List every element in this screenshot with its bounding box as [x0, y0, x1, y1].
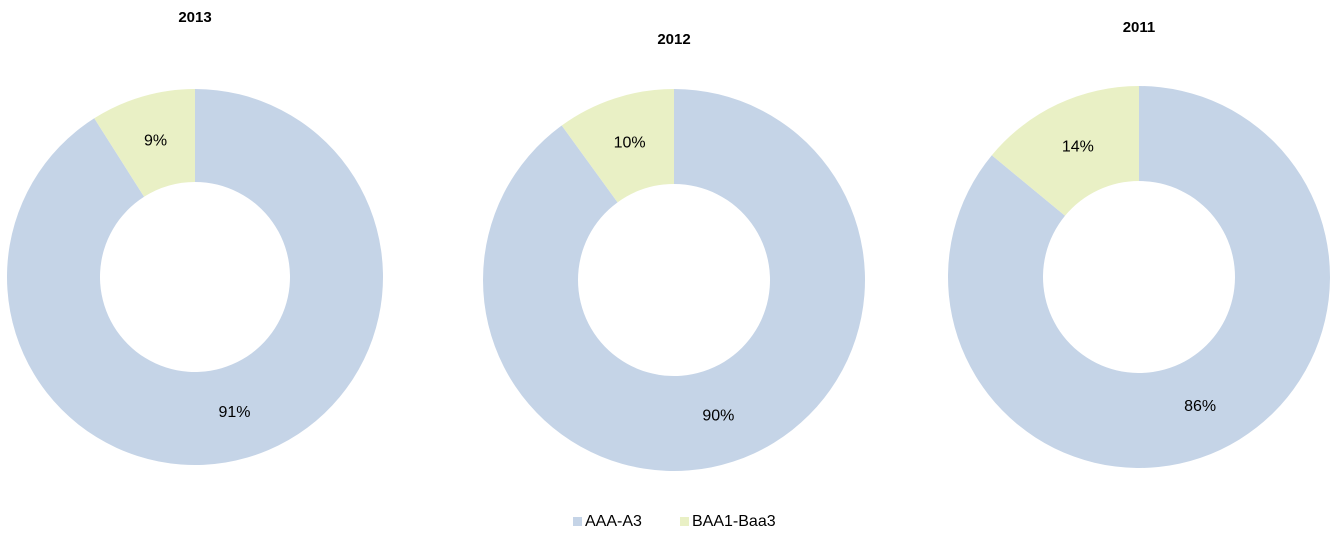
data-label: 10%: [614, 135, 646, 152]
donut-slice: [948, 86, 1330, 469]
data-label: 86%: [1184, 398, 1216, 415]
data-label: 91%: [218, 404, 250, 421]
data-label: 14%: [1062, 138, 1094, 155]
legend-label: AAA-A3: [585, 513, 642, 530]
legend-swatch: [680, 517, 689, 526]
chart-title: 2013: [178, 9, 211, 26]
donut-slice: [482, 89, 866, 471]
chart-title: 2012: [657, 31, 690, 48]
donut-slice: [561, 89, 674, 203]
chart-title: 2011: [1123, 19, 1156, 36]
data-label: 90%: [702, 408, 734, 425]
donut-slice: [94, 89, 195, 197]
data-label: 9%: [144, 132, 167, 149]
donut-slice: [991, 86, 1139, 216]
legend-label: BAA1-Baa3: [692, 513, 776, 530]
donut-slice: [6, 89, 383, 465]
legend-swatch: [573, 517, 582, 526]
